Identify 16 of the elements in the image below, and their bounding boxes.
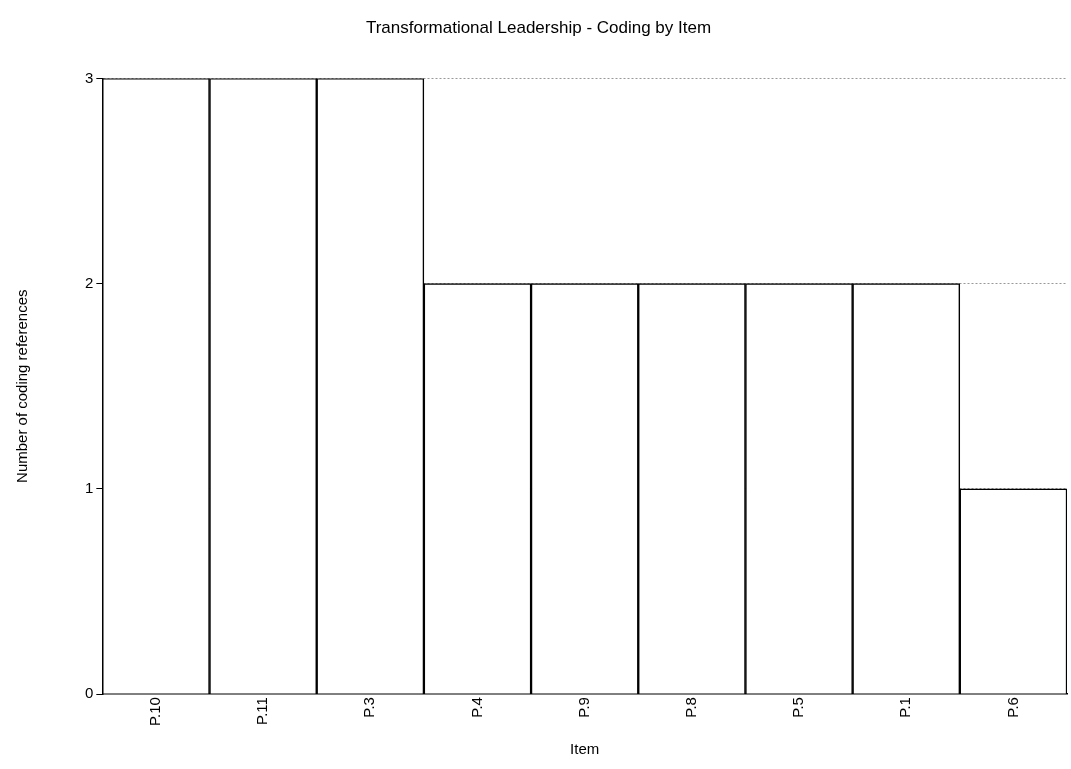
chart-title: Transformational Leadership - Coding by Item (365, 17, 712, 37)
x-tick-label: P.8 (682, 697, 699, 718)
x-tick-label: P.4 (467, 697, 485, 718)
y-tick-label: 2 (85, 273, 94, 291)
x-tick-label: P.1 (896, 697, 914, 718)
y-axis-title: Number of coding references (13, 289, 31, 483)
x-tick-label: P.5 (789, 697, 807, 718)
y-tick-label: 3 (85, 68, 94, 86)
y-tick-label: 0 (85, 684, 94, 702)
x-axis-title: Item (570, 740, 600, 758)
x-tick-label: P.11 (253, 697, 271, 725)
x-tick-label: P.6 (1003, 697, 1021, 718)
x-tick-label: P.9 (574, 697, 592, 718)
y-tick-label: 1 (85, 478, 94, 496)
x-tick-label: P.3 (360, 697, 378, 718)
x-tick-label: P.10 (146, 697, 164, 727)
